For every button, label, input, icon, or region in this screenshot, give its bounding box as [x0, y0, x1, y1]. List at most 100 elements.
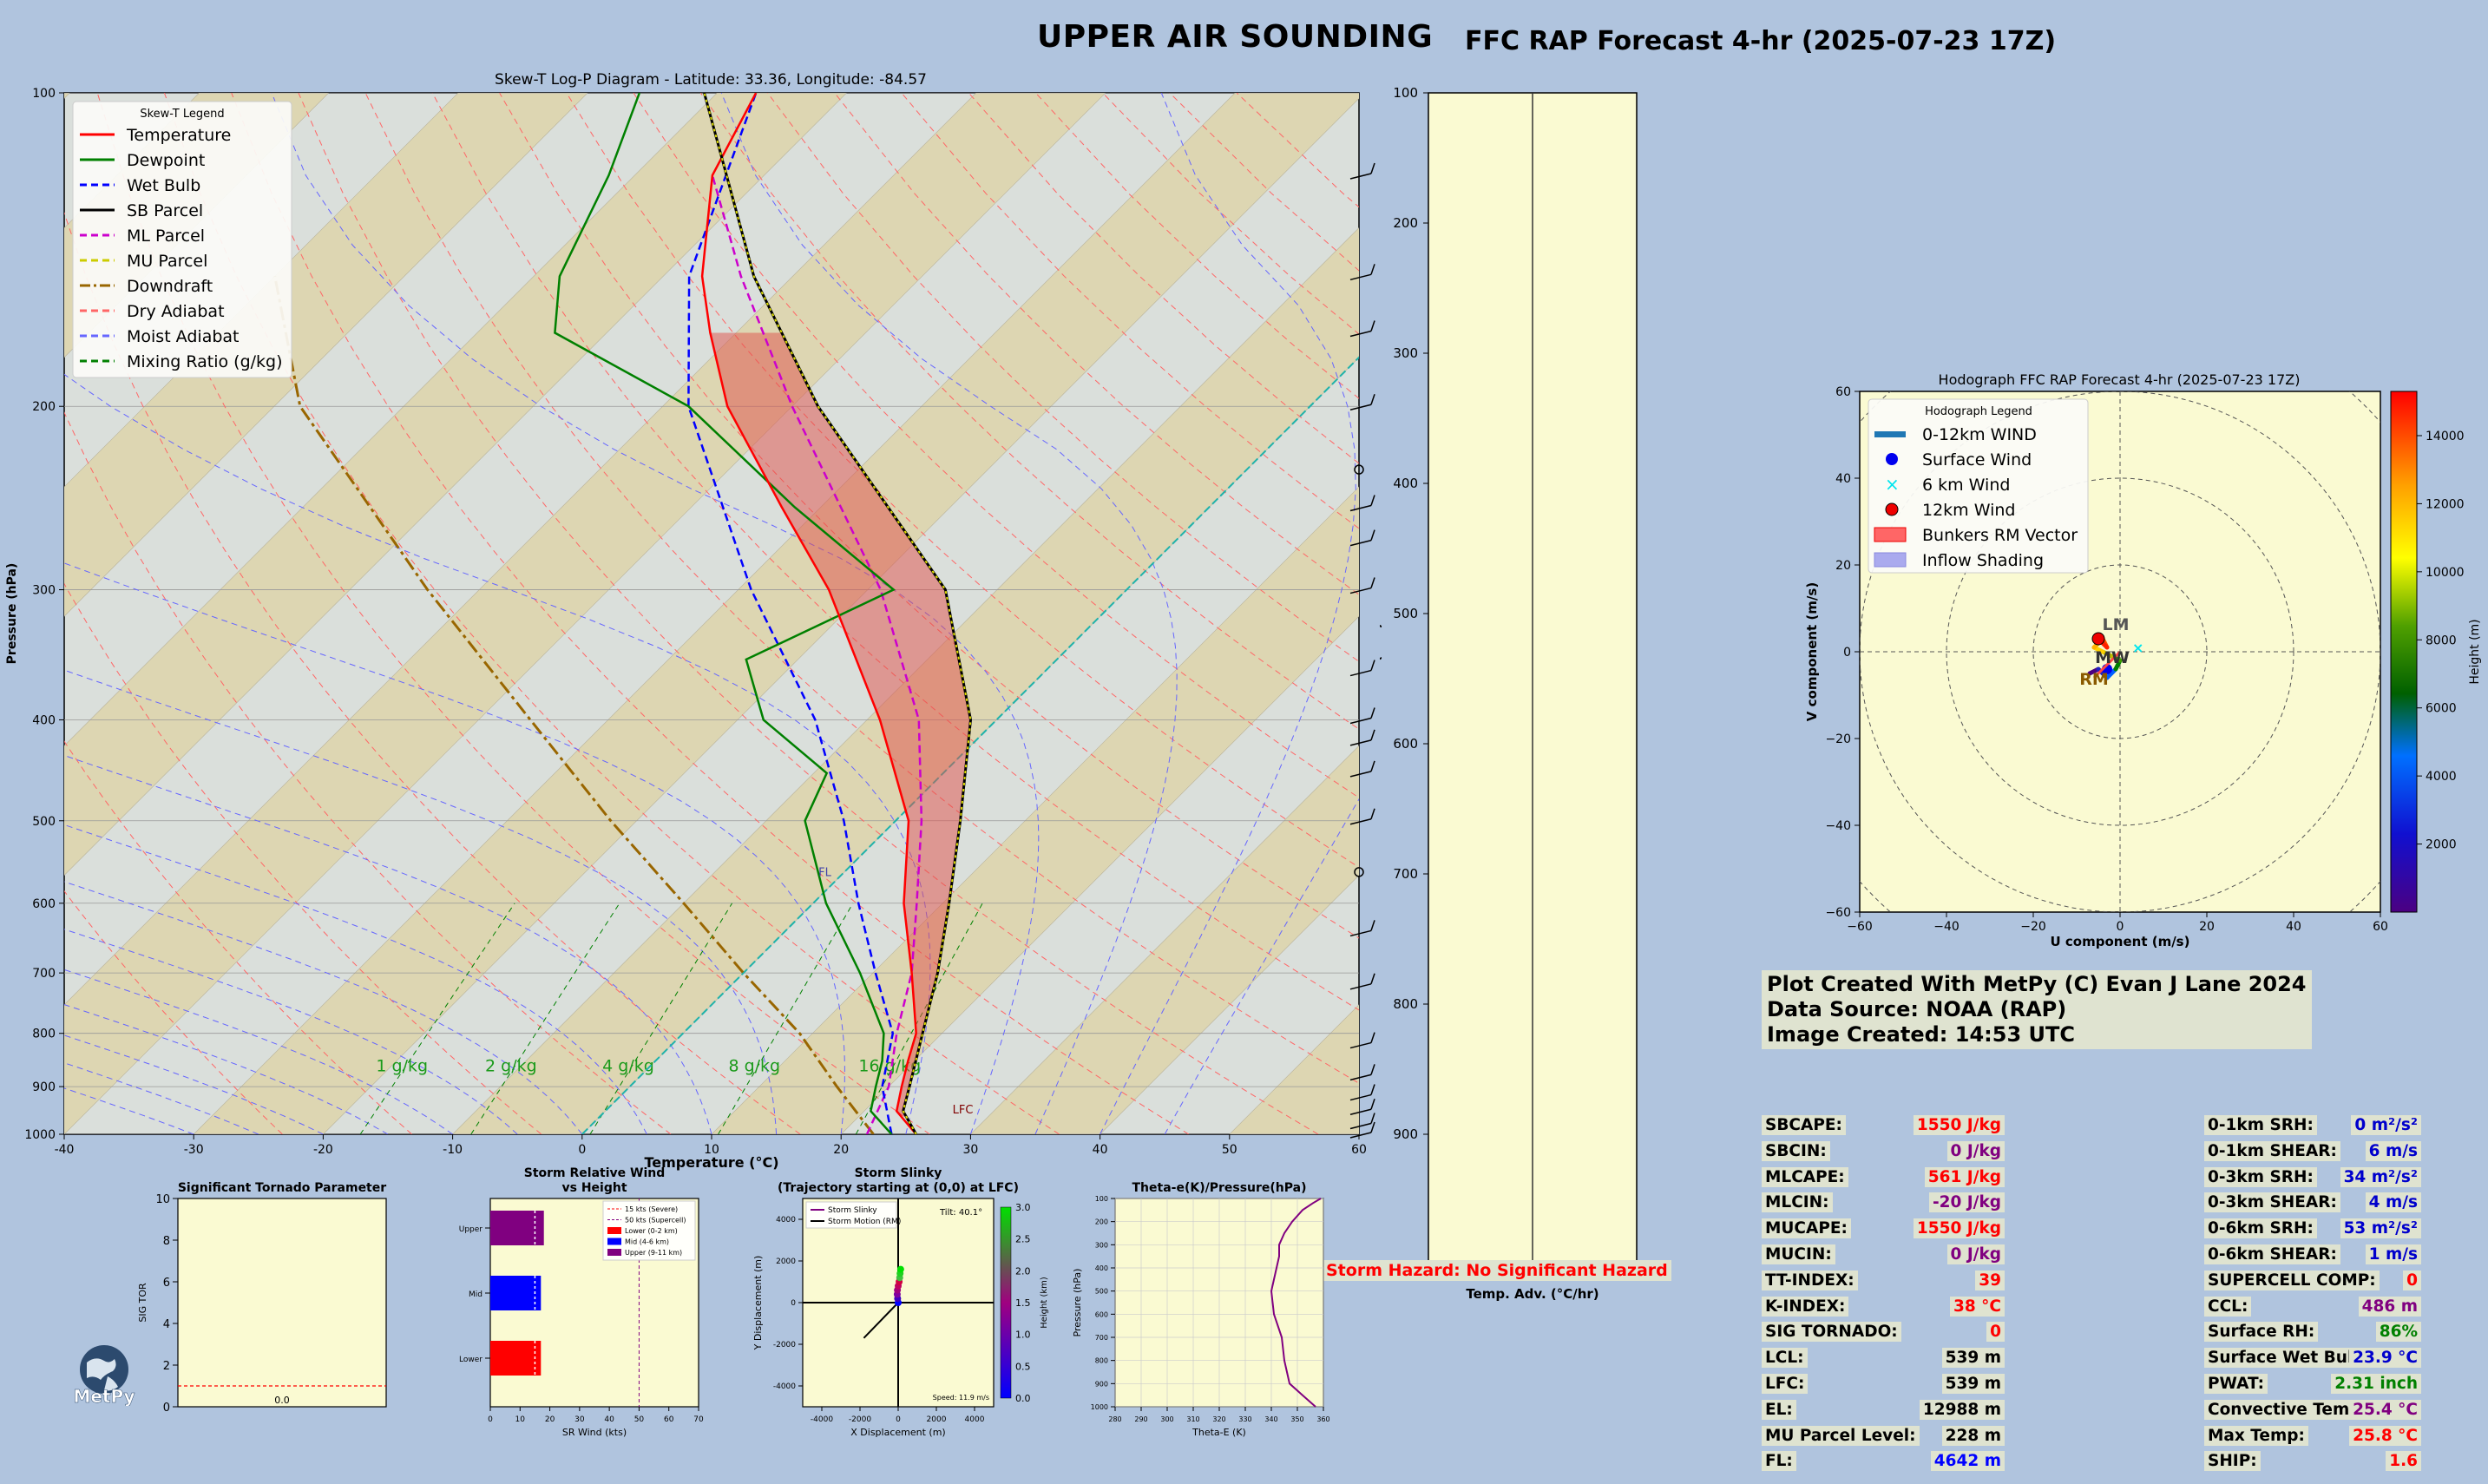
stat-value: 539 m [1941, 1374, 2005, 1394]
thetae-ylabel: Pressure (hPa) [1072, 1269, 1083, 1337]
stp-y-tick-label: 10 [155, 1193, 170, 1206]
skewt-ylabel: Pressure (hPa) [5, 563, 19, 665]
skewt-x-tick-label: 20 [833, 1143, 849, 1157]
stat-label: 0-3km SRH: [2204, 1166, 2317, 1187]
dry-adiabat-line [231, 93, 1190, 1134]
skewt-legend-title: Skew-T Legend [140, 108, 224, 121]
stat-label: 0-1km SHEAR: [2204, 1140, 2340, 1161]
slinky-cbar-tick-label: 3.0 [1015, 1202, 1031, 1213]
stat-value: 0 J/kg [1946, 1140, 2005, 1161]
skewt-legend-frame [72, 101, 292, 378]
hodograph-legend: Hodograph Legend 0-12km WIND Surface Wind ×… [1868, 398, 2089, 574]
skewt-legend-label: Mixing Ratio (g/kg) [127, 352, 283, 371]
stat-label: MU Parcel Level: [1762, 1425, 1920, 1446]
temp-adv-y-tick-label: 300 [1393, 345, 1418, 361]
stat-label: Max Temp: [2204, 1425, 2308, 1446]
stp-title: Significant Tornado Parameter [178, 1181, 386, 1195]
thetae-x-tick-label: 290 [1134, 1415, 1147, 1423]
storm-hazard-label: Storm Hazard: No Significant Hazard [1323, 1260, 1671, 1281]
stat-label: SBCAPE: [1762, 1115, 1846, 1135]
wind-barb-flag [1370, 973, 1375, 985]
hodograph-x-tick-label: 0 [2117, 920, 2124, 934]
wind-barb-staff [1349, 504, 1372, 512]
slinky-cbar-tick-label: 2.5 [1015, 1234, 1031, 1245]
srw-category-label: Lower [459, 1356, 483, 1364]
moist-adiabat-line [64, 881, 583, 1134]
metpy-logo-text: MetPy [73, 1386, 135, 1406]
credits-line-3: Image Created: 14:53 UTC [1767, 1022, 2075, 1047]
temperature-line [700, 93, 917, 1134]
slinky-y-tick-label: 2000 [776, 1257, 796, 1266]
hodograph-x-tick-label: 60 [2373, 920, 2388, 934]
mixing-ratio-line [359, 903, 515, 1134]
stat-row: 0-1km SRH: 0 m²/s² [2204, 1115, 2421, 1138]
hodograph-y-tick-label: −60 [1825, 906, 1851, 920]
stat-row: MLCIN: -20 J/kg [1762, 1192, 2005, 1215]
storm-slinky-panel: Storm Slinky (Trajectory starting at (0,… [752, 1166, 1049, 1438]
hodograph-cbar-tick-label: 2000 [2426, 838, 2457, 852]
thetae-x-tick-label: 330 [1238, 1415, 1251, 1423]
srw-legend-label: 50 kts (Supercell) [625, 1217, 686, 1225]
thetae-x-tick-label: 350 [1290, 1415, 1303, 1423]
stat-value: 34 m²/s² [2340, 1166, 2421, 1187]
slinky-xlabel: X Displacement (m) [850, 1427, 945, 1438]
stat-row: EL: 12988 m [1762, 1399, 2005, 1422]
srw-x-tick-label: 10 [515, 1415, 526, 1424]
temp-adv-y-tick-label: 600 [1393, 736, 1418, 752]
hodograph-legend-frame [1868, 398, 2089, 574]
thetae-y-tick-label: 600 [1095, 1310, 1108, 1318]
stat-label: EL: [1762, 1399, 1796, 1420]
stp-y-tick-label: 0 [163, 1402, 170, 1415]
skewt-xlabel: Temperature (°C) [644, 1154, 778, 1171]
slinky-y-tick-label: -4000 [773, 1382, 796, 1391]
dry-adiabat-line [64, 582, 542, 1134]
wind-barb-flag [1370, 495, 1375, 506]
slinky-point [896, 1265, 904, 1273]
slinky-legend-frame [805, 1201, 897, 1229]
thetae-xlabel: Theta-E (K) [1191, 1427, 1246, 1438]
thetae-y-tick-label: 100 [1095, 1195, 1108, 1203]
srw-bar [490, 1276, 542, 1310]
stat-value: 0 m²/s² [2351, 1115, 2421, 1135]
page-subtitle: FFC RAP Forecast 4-hr (2025-07-23 17Z) [1465, 26, 2057, 56]
stat-row: Max Temp: 25.8 °C [2204, 1425, 2421, 1448]
stp-y-tick-label: 8 [163, 1235, 170, 1248]
dry-adiabat-line [499, 93, 1359, 939]
stat-value: 1.6 [2386, 1451, 2421, 1472]
slinky-speed-label: Speed: 11.9 m/s [933, 1394, 989, 1402]
slinky-legend-label: Storm Motion (RM) [828, 1218, 901, 1226]
stat-label: SBCIN: [1762, 1140, 1830, 1161]
hodograph-legend-swatch [1886, 453, 1898, 465]
stat-label: LCL: [1762, 1348, 1808, 1369]
thetae-x-tick-label: 360 [1316, 1415, 1329, 1423]
wind-barb-flag [1370, 707, 1375, 719]
wind-barb-staff [1349, 771, 1372, 778]
hodograph-legend-swatch [1874, 527, 1907, 542]
slinky-y-tick-label: 4000 [776, 1216, 796, 1225]
hodograph-y-tick-label: −20 [1825, 732, 1851, 746]
srw-x-tick-label: 40 [604, 1415, 614, 1424]
hodograph-colorbar: 14000 12000 10000 8000 6000 4000 2000 Height (m… [2390, 391, 2482, 913]
stat-label: TT-INDEX: [1762, 1270, 1858, 1290]
wind-barb-staff [1349, 404, 1372, 410]
stat-value: 561 J/kg [1924, 1166, 2005, 1187]
stats-left-column: SBCAPE: 1550 J/kg SBCIN: 0 J/kg MLCAPE: 561 J… [1762, 1115, 2005, 1480]
srw-x-tick-label: 60 [664, 1415, 674, 1424]
srw-legend: 15 kts (Severe) 50 kts (Supercell) Lower (… [602, 1200, 696, 1261]
stat-row: SUPERCELL COMP: 0 [2204, 1270, 2421, 1293]
hodograph-colorbar-gradient [2390, 391, 2418, 913]
stp-value-label: 0.0 [274, 1395, 290, 1406]
stat-label: 0-6km SHEAR: [2204, 1244, 2340, 1264]
dry-adiabat-line [901, 93, 1359, 529]
skewt-y-tick-label: 500 [32, 815, 56, 829]
credits-box: Plot Created With MetPy (C) Evan J Lane … [1762, 970, 2312, 1049]
srw-legend-label: Lower (0-2 km) [625, 1227, 678, 1235]
wind-barb-staff [1349, 739, 1372, 746]
wind-barb-flag [1370, 920, 1375, 931]
skewt-y-tick-label: 900 [32, 1080, 56, 1094]
stat-row: 0-3km SHEAR: 4 m/s [2204, 1192, 2421, 1215]
srw-legend-label: Upper (9-11 km) [625, 1249, 682, 1257]
slinky-x-tick-label: 0 [896, 1415, 901, 1424]
bunkers-rm-vector [2092, 650, 2122, 680]
wind-barb-staff [1349, 330, 1372, 338]
